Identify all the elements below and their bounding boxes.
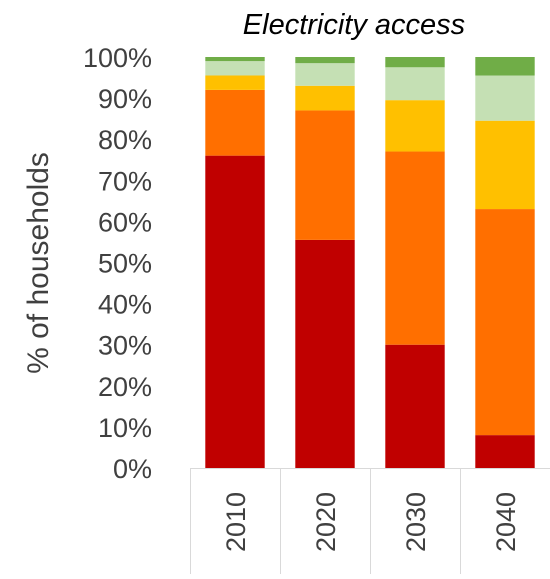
y-tick-label: 10% (98, 413, 152, 443)
x-tick-label: 2040 (491, 492, 521, 552)
bar-2030-segment-3 (385, 100, 445, 152)
bar-2030-segment-1 (385, 344, 445, 468)
bar-2010-segment-3 (205, 75, 265, 90)
y-tick-label: 50% (98, 249, 152, 279)
axis-lines (190, 468, 550, 574)
y-tick-label: 30% (98, 331, 152, 361)
chart-title: Electricity access (243, 9, 465, 41)
y-axis-label: % of households (22, 152, 55, 374)
bar-2010-segment-4 (205, 61, 265, 76)
bar-2040-segment-4 (475, 75, 535, 121)
bar-2040-segment-1 (475, 435, 535, 468)
x-tick-labels: 2010 2020 2030 2040 (221, 492, 521, 552)
x-tick-label: 2010 (221, 492, 251, 552)
y-tick-labels: 0% 10% 20% 30% 40% 50% 60% 70% 80% 90% 100% (83, 43, 152, 484)
bar-2030-segment-5 (385, 57, 445, 68)
bar-2040-segment-5 (475, 57, 535, 76)
bar-2020-segment-5 (295, 57, 355, 64)
y-tick-label: 40% (98, 290, 152, 320)
bar-2020-segment-1 (295, 239, 355, 468)
bar-2040-segment-2 (475, 209, 535, 436)
bar-2030-segment-2 (385, 151, 445, 345)
bar-2010-segment-1 (205, 155, 265, 468)
y-tick-label: 0% (113, 454, 152, 484)
y-tick-label: 70% (98, 166, 152, 196)
bar-2020-segment-3 (295, 85, 355, 111)
bar-2010-segment-2 (205, 89, 265, 156)
x-tick-label: 2030 (401, 492, 431, 552)
x-tick-label: 2020 (311, 492, 341, 552)
bar-2020-segment-2 (295, 110, 355, 240)
bar-2030-segment-4 (385, 67, 445, 101)
y-tick-label: 20% (98, 372, 152, 402)
y-tick-label: 80% (98, 125, 152, 155)
bar-2020-segment-4 (295, 63, 355, 86)
bar-2040-segment-3 (475, 120, 535, 210)
y-tick-label: 60% (98, 207, 152, 237)
bar-2010-segment-5 (205, 57, 265, 62)
y-tick-label: 90% (98, 84, 152, 114)
bar-group (205, 57, 535, 468)
y-tick-label: 100% (83, 43, 152, 73)
